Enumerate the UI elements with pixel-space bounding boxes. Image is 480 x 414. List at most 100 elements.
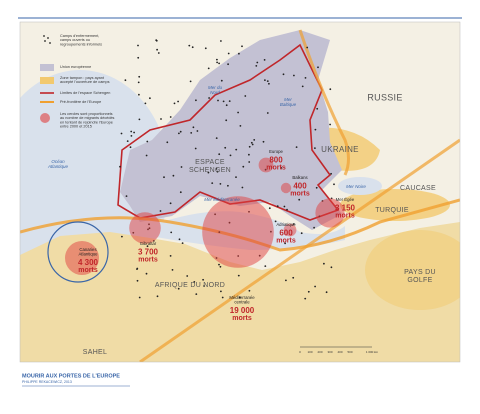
death-unit: morts — [276, 237, 296, 244]
camp-dot — [250, 141, 253, 144]
scale-label: 0 — [299, 350, 301, 354]
camp-dot — [144, 102, 147, 105]
place-label: Canaries — [79, 247, 96, 252]
camp-dot — [136, 279, 139, 282]
camp-dot — [237, 111, 240, 114]
legend-text: en tentant de rejoindre l'Europe — [60, 120, 113, 124]
camp-dot — [138, 75, 141, 78]
camp-dot — [227, 52, 230, 55]
camp-dot — [241, 186, 244, 189]
camp-dot — [218, 153, 221, 156]
camp-dot — [180, 166, 183, 168]
camp-dot — [228, 100, 231, 102]
death-unit: morts — [266, 164, 286, 171]
camp-dot — [266, 80, 269, 82]
camp-dot — [248, 161, 251, 163]
region-label: RUSSIE — [367, 92, 402, 102]
region-label: GOLFE — [407, 277, 432, 284]
camp-dot — [248, 289, 251, 292]
region-label: TURQUIE — [375, 207, 409, 214]
camp-dot — [304, 77, 307, 79]
camp-dot — [300, 232, 303, 235]
place-label: Adriatique — [276, 222, 296, 227]
camp-dot — [325, 291, 328, 294]
camp-dot — [170, 231, 173, 234]
death-circle — [315, 198, 345, 228]
camp-dot — [301, 85, 304, 88]
camp-dot — [215, 137, 218, 140]
camp-dot — [181, 242, 184, 245]
camp-dot — [195, 293, 198, 295]
scale-label: 400 — [337, 350, 342, 354]
camp-dot — [330, 266, 333, 269]
camp-dot — [145, 154, 148, 157]
camp-dot — [172, 174, 175, 177]
sea-label: Mer Noire — [346, 184, 366, 189]
death-unit: morts — [78, 267, 98, 274]
camp-dot — [195, 99, 197, 102]
camp-dot — [178, 238, 181, 241]
camp-dot — [218, 263, 220, 266]
region-label: CAUCASE — [400, 185, 436, 192]
camp-dot — [125, 195, 128, 198]
camp-dot — [292, 276, 295, 279]
death-unit: morts — [290, 190, 310, 197]
camp-dot — [136, 268, 138, 270]
camp-dot — [295, 146, 298, 149]
camp-dot — [238, 52, 240, 55]
place-label: Europe — [269, 149, 283, 154]
region-label: SAHEL — [83, 349, 107, 356]
camp-dot — [255, 65, 258, 67]
camp-dot — [217, 99, 219, 102]
legend-text: Union européenne — [60, 65, 91, 69]
camp-dot — [313, 226, 315, 229]
camp-dot — [292, 223, 295, 225]
camp-dot — [177, 100, 180, 103]
camp-dot — [179, 130, 182, 133]
sea-label: Nord — [210, 90, 220, 95]
death-value: 800 — [269, 156, 283, 165]
death-value: 4 300 — [78, 258, 99, 267]
camp-dot — [253, 139, 256, 141]
camp-dot — [219, 265, 222, 268]
camp-dot — [248, 153, 250, 156]
death-circle — [202, 196, 274, 268]
scale-label: 1 000 km — [366, 350, 379, 354]
camp-dot — [329, 88, 332, 91]
death-unit: morts — [138, 256, 158, 263]
camp-dot — [227, 184, 229, 187]
camp-dot — [242, 165, 245, 168]
camp-dot — [204, 47, 207, 50]
camp-dot — [329, 123, 331, 126]
camp-dot — [208, 97, 211, 99]
camp-dot — [211, 182, 214, 185]
camp-dot — [323, 262, 325, 265]
camp-dot — [207, 67, 210, 70]
camp-dot — [263, 59, 266, 61]
camp-dot — [330, 172, 332, 175]
death-circle — [283, 223, 297, 237]
scale-label: 200 — [317, 350, 322, 354]
camp-dot — [121, 235, 123, 238]
camp-dot — [264, 79, 266, 81]
camp-dot — [203, 285, 206, 287]
place-label: centrale — [234, 300, 250, 305]
camp-dot — [169, 255, 172, 257]
camp-dot — [314, 147, 316, 150]
camp-dot — [192, 126, 195, 129]
scale-label: 100 — [307, 350, 312, 354]
camp-dot — [138, 93, 140, 96]
camp-dot — [239, 125, 242, 127]
legend-text: Les cercles sont proportionnels — [60, 112, 113, 116]
camp-dot — [251, 143, 254, 146]
region-label: ESPACE — [195, 159, 225, 166]
death-unit: morts — [232, 315, 252, 322]
camp-dot — [186, 275, 189, 277]
camp-dot — [283, 205, 286, 208]
footer-title: MOURIR AUX PORTES DE L'EUROPE — [22, 373, 120, 379]
camp-dot — [146, 140, 149, 143]
camp-dot — [169, 116, 172, 118]
camp-dot — [304, 297, 307, 300]
sea-label: Mer du — [208, 85, 223, 90]
camp-dot — [225, 104, 228, 107]
